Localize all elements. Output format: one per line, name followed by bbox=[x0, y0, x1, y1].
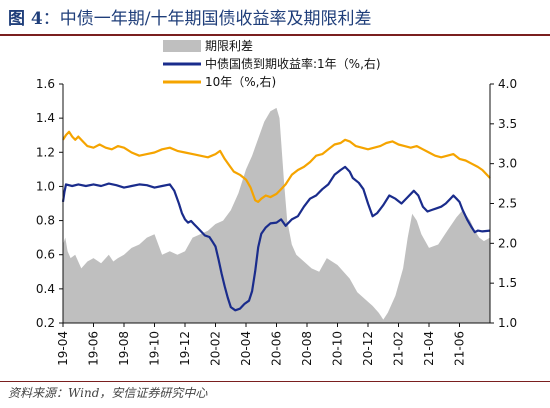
x-tick-label: 19-10 bbox=[148, 331, 162, 366]
chart: 0.2 0.4 0.6 0.8 1.0 1.2 1.4 1.6 1.0 1.5 2.0 2.5 3.0 3… bbox=[36, 39, 517, 366]
x-tick-label: 19-04 bbox=[56, 331, 70, 366]
x-tick-label: 20-08 bbox=[300, 331, 314, 366]
x-tick-label: 20-04 bbox=[239, 331, 253, 366]
x-tick-label: 19-06 bbox=[87, 331, 101, 366]
legend-10y-label: 10年（%,右) bbox=[205, 74, 276, 89]
left-tick-label: 1.6 bbox=[36, 77, 55, 91]
left-tick-label: 0.2 bbox=[36, 316, 55, 330]
x-tick-label: 20-02 bbox=[209, 331, 223, 366]
left-tick-label: 0.8 bbox=[36, 214, 55, 228]
figure-number: 图 4 bbox=[8, 9, 43, 29]
x-tick-label: 21-06 bbox=[453, 331, 467, 366]
right-tick-label: 1.0 bbox=[498, 316, 517, 330]
left-tick-label: 1.4 bbox=[36, 111, 55, 125]
x-tick-label: 19-08 bbox=[117, 331, 131, 366]
x-tick-label: 20-12 bbox=[361, 331, 375, 366]
yield-10y-line-series bbox=[62, 130, 491, 203]
footer-divider bbox=[0, 381, 550, 382]
x-tick-label: 21-02 bbox=[392, 331, 406, 366]
source-note: 资料来源：Wind，安信证券研究中心 bbox=[8, 386, 208, 400]
figure-title-text: 中债一年期/十年期国债收益率及期限利差 bbox=[59, 9, 372, 29]
title-divider bbox=[0, 34, 550, 36]
x-tick-label: 19-12 bbox=[178, 331, 192, 366]
right-tick-label: 4.0 bbox=[498, 77, 517, 91]
right-tick-label: 3.0 bbox=[498, 157, 517, 171]
left-tick-label: 0.4 bbox=[36, 282, 55, 296]
x-tick-label: 20-06 bbox=[270, 331, 284, 366]
legend-spread-label: 期限利差 bbox=[205, 39, 253, 53]
right-tick-label: 2.5 bbox=[498, 197, 517, 211]
right-tick-label: 2.0 bbox=[498, 236, 517, 250]
left-tick-label: 1.2 bbox=[36, 145, 55, 159]
right-tick-label: 3.5 bbox=[498, 117, 517, 131]
figure-title: 图 4：中债一年期/十年期国债收益率及期限利差 bbox=[8, 9, 372, 29]
x-tick-label: 20-10 bbox=[331, 331, 345, 366]
legend-1y-label: 中债国债到期收益率:1年（%,右) bbox=[205, 56, 381, 71]
right-tick-label: 1.5 bbox=[498, 276, 517, 290]
spread-area-series bbox=[63, 107, 490, 324]
left-tick-label: 0.6 bbox=[36, 248, 55, 262]
yield-1y-line-series bbox=[61, 165, 491, 312]
legend-spread-swatch bbox=[163, 40, 201, 52]
x-tick-label: 21-04 bbox=[422, 331, 436, 366]
left-tick-label: 1.0 bbox=[36, 179, 55, 193]
